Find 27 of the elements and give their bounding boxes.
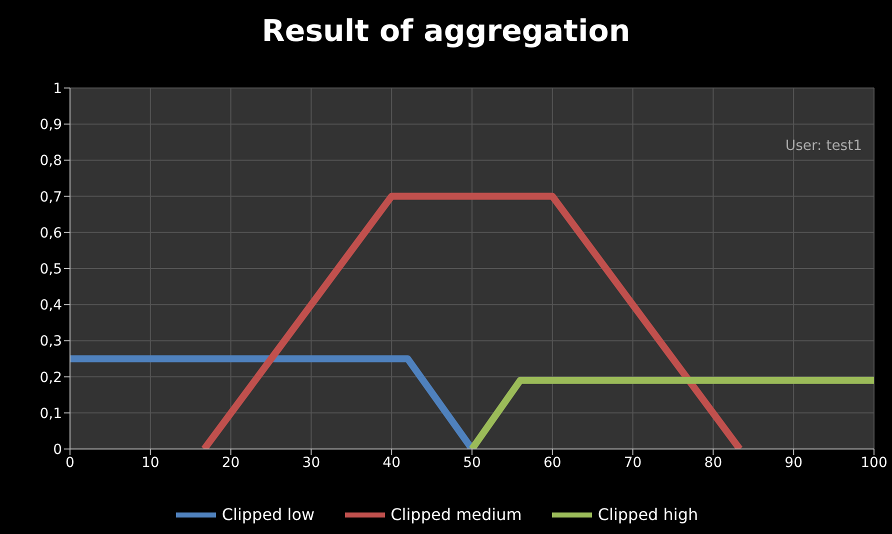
- y-tick-label: 0,6: [40, 225, 62, 242]
- x-tick-label: 10: [141, 454, 160, 471]
- y-tick-label: 0,4: [40, 298, 62, 314]
- x-tick-label: 20: [222, 454, 240, 471]
- y-tick-label: 0,3: [40, 334, 62, 350]
- y-tick-label: 0,9: [40, 117, 62, 134]
- x-tick-label: 0: [66, 454, 74, 471]
- x-tick-label: 30: [302, 454, 320, 471]
- x-tick-label: 50: [463, 454, 481, 471]
- y-tick-label: 0,7: [40, 189, 62, 206]
- x-tick-label: 40: [382, 454, 401, 471]
- chart-title: Result of aggregation: [260, 14, 632, 49]
- legend-label: Clipped high: [598, 505, 698, 524]
- legend-label: Clipped medium: [390, 505, 522, 524]
- y-tick-label: 0,1: [40, 406, 62, 422]
- y-tick-label: 0,5: [40, 261, 62, 278]
- x-tick-label: 90: [784, 454, 803, 471]
- y-tick-label: 1: [53, 80, 62, 97]
- y-tick-label: 0: [53, 442, 62, 458]
- x-tick-label: 70: [624, 454, 642, 471]
- y-tick-label: 0,2: [40, 370, 62, 386]
- legend-label: Clipped low: [222, 505, 315, 524]
- x-tick-label: 80: [704, 454, 722, 471]
- x-tick-label: 100: [860, 454, 888, 471]
- x-tick-label: 60: [543, 454, 562, 471]
- annotation: User: test1: [785, 138, 862, 154]
- y-tick-label: 0,8: [40, 153, 62, 170]
